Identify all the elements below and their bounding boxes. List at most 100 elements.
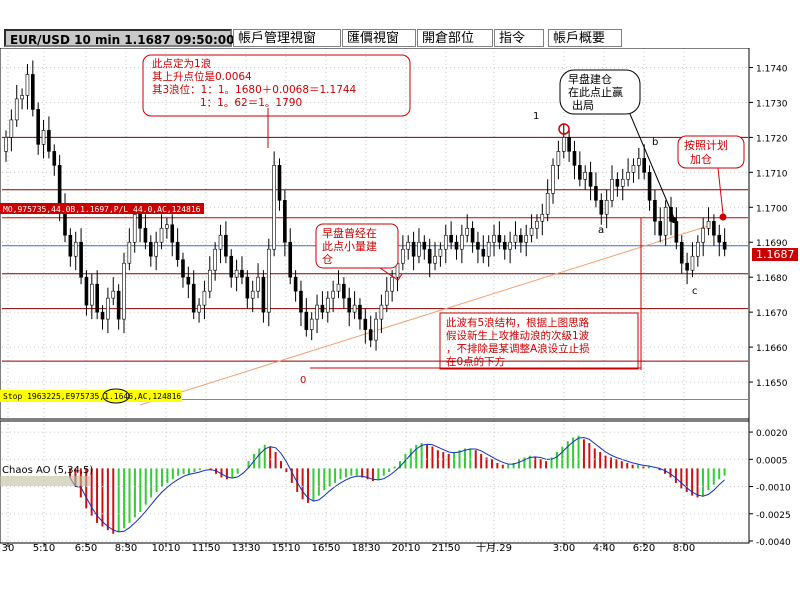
time-tick-label: 8:30 bbox=[115, 543, 137, 554]
candle-body bbox=[138, 213, 142, 229]
candle-body bbox=[245, 276, 250, 299]
ao-indicator-label: Chaos AO (5,34,5) bbox=[2, 465, 93, 476]
candle-body bbox=[422, 241, 427, 250]
price-tick-label: 1.1660 bbox=[756, 344, 788, 354]
candle-body bbox=[159, 227, 164, 243]
candle-body bbox=[438, 248, 443, 257]
wave-label-b: b bbox=[652, 137, 658, 148]
candle-body bbox=[14, 98, 19, 121]
annotation-five-wave: 此波有5浪结构，根据上图思路 假设新生上攻推动浪的次级1波 ，不排除是某调整A浪… bbox=[446, 316, 593, 368]
wave-label-a: a bbox=[598, 225, 604, 236]
candle-body bbox=[122, 262, 126, 320]
candle-body bbox=[293, 276, 298, 292]
candle-body bbox=[197, 304, 201, 313]
candle-body bbox=[25, 74, 30, 96]
candle-body bbox=[234, 269, 239, 278]
candle-body bbox=[277, 165, 282, 201]
candle-body bbox=[320, 304, 325, 313]
candle-body bbox=[132, 213, 137, 243]
candle-body bbox=[207, 269, 212, 292]
candle-body bbox=[9, 119, 14, 138]
time-tick-label: 16:50 bbox=[312, 543, 341, 554]
candle-body bbox=[685, 262, 689, 271]
candle-body bbox=[465, 227, 470, 236]
candle-body bbox=[572, 151, 577, 166]
candle-body bbox=[47, 130, 51, 152]
candle-body bbox=[701, 227, 705, 243]
candle-body bbox=[578, 165, 582, 180]
candle-body bbox=[347, 297, 352, 313]
candle-body bbox=[433, 255, 437, 264]
candle-body bbox=[309, 318, 314, 330]
time-tick-label: 3:00 bbox=[553, 543, 575, 554]
current-price-tag bbox=[752, 248, 798, 261]
candle-body bbox=[68, 234, 73, 257]
candle-body bbox=[127, 241, 132, 264]
tab-open-positions[interactable]: 開倉部位 bbox=[417, 29, 493, 47]
time-tick-label: 8:00 bbox=[673, 543, 695, 554]
tab-chart-eurusd[interactable]: EUR/USD 10 min 1.1687 09:50:00 bbox=[4, 29, 234, 47]
time-tick-label: 10:10 bbox=[152, 543, 181, 554]
candle-body bbox=[545, 193, 550, 215]
candle-body bbox=[583, 172, 588, 180]
mo-order-label: MO,975735,44.0B,1.1697,P/L 44.0,AC,12481… bbox=[3, 205, 201, 214]
candle-body bbox=[224, 234, 228, 257]
candle-body bbox=[588, 172, 593, 187]
candle-body bbox=[379, 304, 384, 320]
candle-body bbox=[610, 179, 614, 201]
wave-label-c: c bbox=[692, 286, 698, 297]
candle-body bbox=[272, 165, 276, 250]
candle-body bbox=[642, 158, 646, 173]
candle-body bbox=[191, 283, 196, 313]
candle-body bbox=[106, 297, 110, 320]
candle-body bbox=[288, 241, 293, 278]
candle-body bbox=[57, 165, 62, 208]
candle-body bbox=[706, 220, 711, 229]
candle-body bbox=[427, 248, 432, 264]
price-tick-label: 1.1740 bbox=[756, 64, 788, 74]
tab-orders[interactable]: 指令 bbox=[494, 29, 544, 47]
price-tick-label: 1.1670 bbox=[756, 309, 788, 319]
candle-body bbox=[492, 234, 496, 243]
tab-account-summary[interactable]: 帳戶概要 bbox=[548, 29, 622, 47]
candle-body bbox=[535, 220, 539, 229]
candle-body bbox=[250, 290, 255, 299]
candle-body bbox=[299, 290, 303, 313]
candle-body bbox=[73, 241, 78, 257]
candle-body bbox=[4, 137, 8, 152]
candle-body bbox=[256, 276, 260, 292]
candle-body bbox=[411, 241, 416, 257]
price-chart[interactable]: 1.17401.17301.17201.17101.17001.16901.16… bbox=[0, 48, 800, 600]
horizontal-levels bbox=[2, 136, 748, 401]
time-axis: 30 5:10 6:50 8:30 10:10 11:50 13:30 15:10 16:50 1… bbox=[2, 541, 696, 554]
mo-order-label-bg bbox=[0, 203, 204, 214]
annotation-box-wave1 bbox=[142, 54, 411, 117]
candle-body bbox=[540, 213, 545, 222]
price-axis: 1.1740 1.1730 1.1720 1.1710 1.1700 1.1690 1.16… bbox=[749, 64, 788, 389]
candle-body bbox=[202, 290, 207, 306]
candle-body bbox=[325, 297, 330, 313]
tab-quotes[interactable]: 匯價視窗 bbox=[342, 29, 416, 47]
candle-body bbox=[175, 241, 180, 261]
time-tick-label: 15:10 bbox=[272, 543, 301, 554]
candle-body bbox=[283, 199, 287, 243]
annotation-wave1: 此点定为1浪 其上升点位是0.0064 其3浪位：1：1。1680＋0.0068… bbox=[152, 57, 360, 109]
candle-body bbox=[647, 172, 652, 201]
price-tick-label: 1.1730 bbox=[756, 99, 788, 109]
candle-body bbox=[181, 259, 185, 278]
annotation-early-position: 早盘曾经在 此点小量建 仓 bbox=[322, 226, 381, 266]
price-tick-label: 1.1720 bbox=[756, 134, 788, 144]
time-tick-label: 6:20 bbox=[633, 543, 655, 554]
tab-account-management[interactable]: 帳戶管理視窗 bbox=[233, 29, 341, 47]
candle-body bbox=[229, 255, 234, 278]
candle-body bbox=[213, 248, 217, 271]
candle-body bbox=[149, 241, 153, 257]
price-tick-label: 1.1680 bbox=[756, 274, 788, 284]
candle-body bbox=[36, 109, 40, 145]
price-tick-label: 1.1700 bbox=[756, 204, 788, 214]
time-tick-label: 5:10 bbox=[33, 543, 55, 554]
candle-body bbox=[100, 311, 105, 320]
time-tick-label: 30 bbox=[2, 543, 15, 554]
candle-body bbox=[454, 241, 459, 250]
candle-body bbox=[304, 311, 309, 330]
